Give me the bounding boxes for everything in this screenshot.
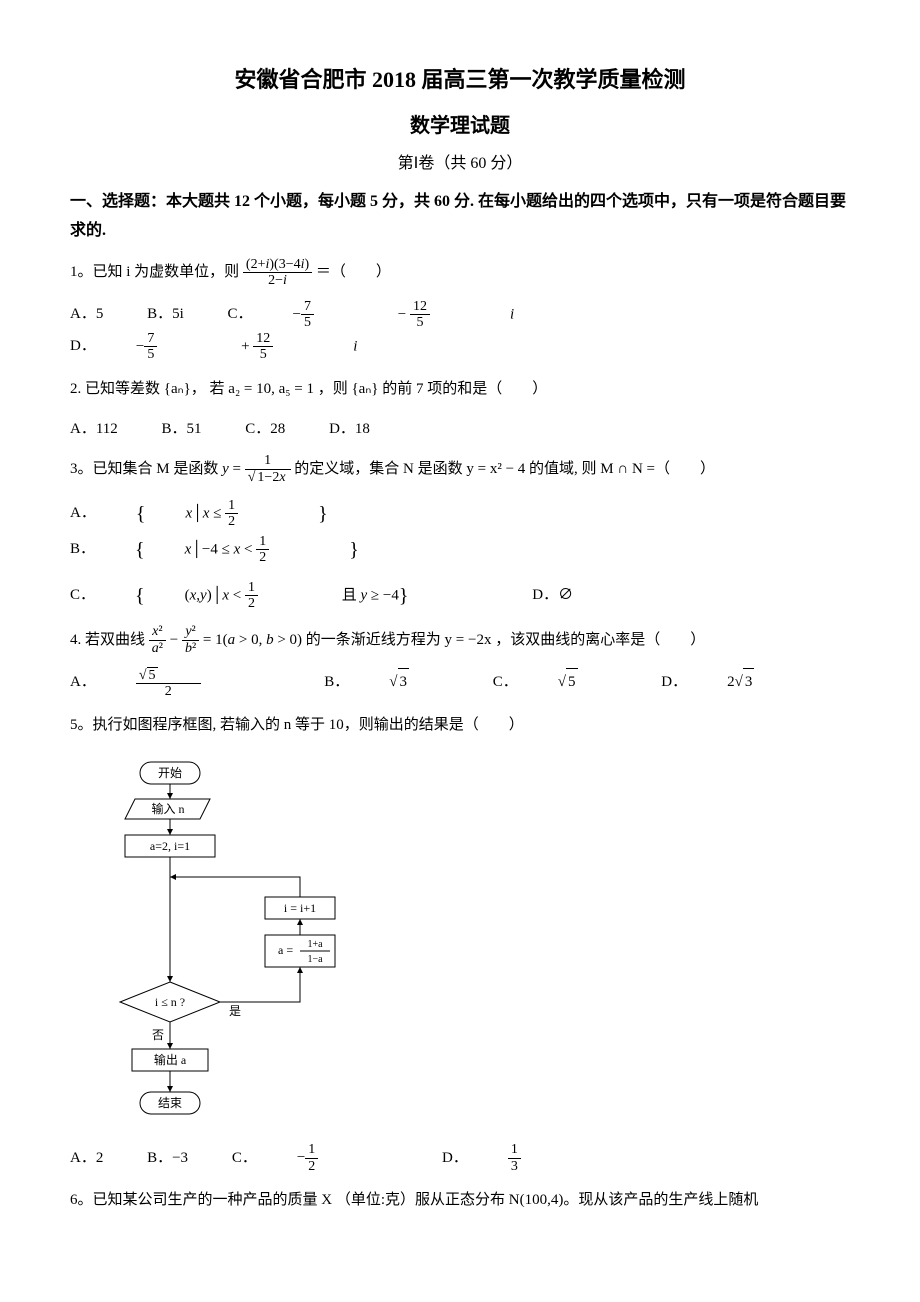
question-3: 3。已知集合 M 是函数 y = 1 √1−2x 的定义域，集合 N 是函数 y… bbox=[70, 453, 850, 486]
q1-suffix: ＝（ ） bbox=[316, 264, 391, 280]
fc-start: 开始 bbox=[158, 766, 182, 780]
fc-init: a=2, i=1 bbox=[150, 839, 190, 853]
q4-frac2: y²b² bbox=[182, 624, 199, 656]
q3-mid: 的定义域，集合 N 是函数 y = x² − 4 的值域, 则 M ∩ N =（… bbox=[294, 461, 715, 477]
q4-opt-b: B．√3 bbox=[324, 668, 449, 696]
q4-opt-c: C．√5 bbox=[493, 668, 618, 696]
q2-opt-a: A．112 bbox=[70, 416, 118, 443]
fc-output: 输出 a bbox=[154, 1052, 187, 1067]
q2-options: A．112 B．51 C．28 D．18 bbox=[70, 416, 850, 443]
q4-frac1: x²a² bbox=[149, 624, 166, 656]
q3-opt-d: D．∅ bbox=[532, 582, 573, 609]
q2-opt-d: D．18 bbox=[329, 416, 370, 443]
q4-opt-a: A．√52 bbox=[70, 667, 281, 700]
q1-opt-b: B．5i bbox=[147, 301, 184, 328]
flowchart: 开始 输入 n a=2, i=1 i = i+1 a = 1+a 1−a i ≤… bbox=[100, 757, 850, 1127]
fc-yes: 是 bbox=[229, 1004, 241, 1018]
q3-prefix: 3。已知集合 M 是函数 bbox=[70, 461, 222, 477]
question-4: 4. 若双曲线 x²a² − y²b² = 1(a > 0, b > 0) 的一… bbox=[70, 624, 850, 657]
section-header: 一、选择题：本大题共 12 个小题，每小题 5 分，共 60 分. 在每小题给出… bbox=[70, 188, 850, 246]
fc-inc: i = i+1 bbox=[284, 901, 316, 915]
q3-opt-b: B．{x│−4 ≤ x < 12} bbox=[70, 532, 399, 568]
question-5: 5。执行如图程序框图, 若输入的 n 等于 10，则输出的结果是（ ） bbox=[70, 709, 850, 742]
q3-opt-a: A．{x│x ≤ 12} bbox=[70, 496, 368, 532]
question-1: 1。已知 i 为虚数单位，则 (2+i)(3−4i) 2−i ＝（ ） bbox=[70, 256, 850, 289]
q1-fraction: (2+i)(3−4i) 2−i bbox=[243, 257, 312, 289]
q1-opt-d: D．−75 + 125i bbox=[70, 331, 357, 363]
fc-no: 否 bbox=[152, 1028, 164, 1042]
part-label: 第Ⅰ卷（共 60 分） bbox=[70, 150, 850, 179]
q5-opt-d: D．13 bbox=[442, 1142, 601, 1174]
fc-end: 结束 bbox=[158, 1096, 182, 1110]
q1-opt-c: C．−75 − 125i bbox=[228, 299, 515, 331]
question-2: 2. 已知等差数 {aₙ}， 若 a₂ = 10, a₅ = 1 ，则 {aₙ}… bbox=[70, 373, 850, 406]
fc-cond: i ≤ n ? bbox=[155, 995, 185, 1009]
q4-prefix: 4. 若双曲线 bbox=[70, 632, 149, 648]
fc-update-num: 1+a bbox=[307, 939, 323, 950]
q2-opt-c: C．28 bbox=[245, 416, 285, 443]
question-6: 6。已知某公司生产的一种产品的质量 X （单位:克）服从正态分布 N(100,4… bbox=[70, 1184, 850, 1217]
q4-suffix: 的一条渐近线方程为 y = −2x ，该双曲线的离心率是（ ） bbox=[306, 632, 705, 648]
q1-prefix: 1。已知 i 为虚数单位，则 bbox=[70, 264, 239, 280]
fc-input: 输入 n bbox=[151, 801, 184, 816]
q3-options-row2: C．{(x,y)│x < 12 且 y ≥ −4} D．∅ bbox=[70, 578, 850, 614]
page-subtitle: 数学理试题 bbox=[70, 108, 850, 144]
q1-options: A．5 B．5i C．−75 − 125i D．−75 + 125i bbox=[70, 299, 850, 363]
q5-opt-c: C．−12 bbox=[232, 1142, 398, 1174]
q5-options: A．2 B．−3 C．−12 D．13 bbox=[70, 1142, 850, 1174]
q3-opt-c: C．{(x,y)│x < 12 且 y ≥ −4} bbox=[70, 578, 448, 614]
q2-opt-b: B．51 bbox=[162, 416, 202, 443]
page-title: 安徽省合肥市 2018 届高三第一次教学质量检测 bbox=[70, 60, 850, 100]
q5-opt-a: A．2 bbox=[70, 1145, 103, 1172]
q5-opt-b: B．−3 bbox=[147, 1145, 188, 1172]
q4-opt-d: D．2√3 bbox=[661, 668, 794, 696]
q3-fraction: 1 √1−2x bbox=[245, 453, 291, 485]
q3-options-row1: A．{x│x ≤ 12} B．{x│−4 ≤ x < 12} bbox=[70, 496, 850, 568]
q1-opt-a: A．5 bbox=[70, 301, 103, 328]
fc-update-den: 1−a bbox=[307, 954, 323, 965]
q4-options: A．√52 B．√3 C．√5 D．2√3 bbox=[70, 667, 850, 700]
fc-update-lhs: a = bbox=[278, 943, 293, 957]
